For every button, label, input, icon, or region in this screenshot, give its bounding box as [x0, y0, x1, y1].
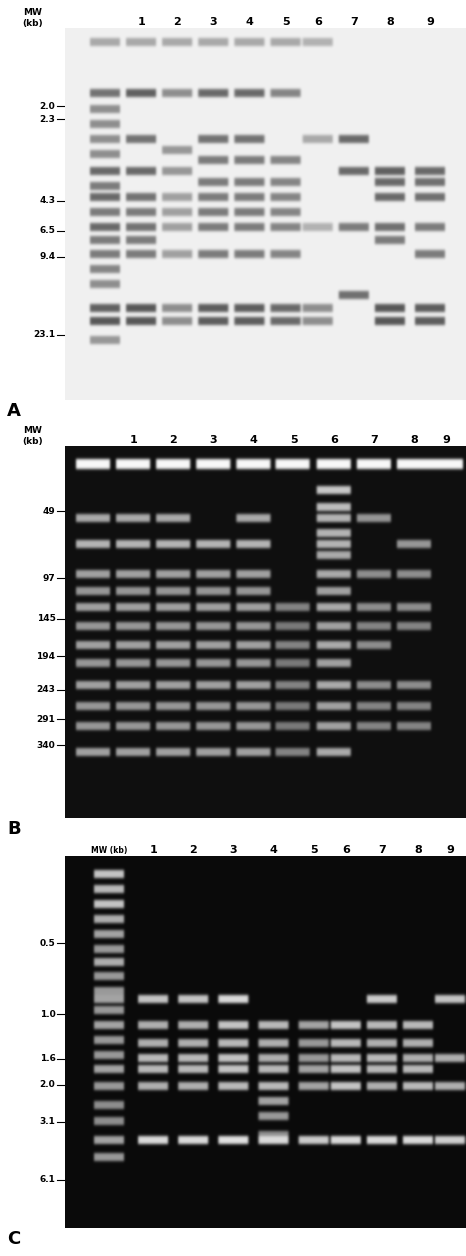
- Text: 8: 8: [414, 845, 422, 855]
- Text: 6: 6: [314, 18, 322, 26]
- Text: 0.5: 0.5: [40, 939, 55, 948]
- Text: 1.0: 1.0: [40, 1010, 55, 1019]
- Text: 6.1: 6.1: [40, 1176, 55, 1184]
- Text: 3.1: 3.1: [40, 1118, 55, 1127]
- Text: MW (kb): MW (kb): [91, 845, 128, 854]
- Text: 3: 3: [230, 845, 237, 855]
- Text: C: C: [7, 1230, 21, 1248]
- Text: 9: 9: [426, 18, 434, 26]
- Text: 2: 2: [190, 845, 198, 855]
- Text: 3: 3: [210, 18, 217, 26]
- Text: 5: 5: [282, 18, 289, 26]
- Text: 2.0: 2.0: [40, 1080, 55, 1089]
- Text: 291: 291: [36, 715, 55, 723]
- Text: 1: 1: [150, 845, 158, 855]
- Text: 194: 194: [36, 652, 55, 661]
- Text: 4: 4: [250, 435, 258, 445]
- Text: 1: 1: [137, 18, 145, 26]
- Text: MW
(kb): MW (kb): [22, 9, 43, 28]
- Text: 2: 2: [173, 18, 181, 26]
- Text: 7: 7: [370, 435, 378, 445]
- Text: 6: 6: [330, 435, 338, 445]
- Text: 7: 7: [378, 845, 386, 855]
- Text: 6.5: 6.5: [40, 226, 55, 235]
- Text: 4: 4: [270, 845, 278, 855]
- Text: 6: 6: [342, 845, 350, 855]
- Text: 5: 5: [290, 435, 297, 445]
- Text: 97: 97: [43, 574, 55, 583]
- Text: 9: 9: [446, 845, 454, 855]
- Text: 7: 7: [350, 18, 358, 26]
- Text: 8: 8: [386, 18, 394, 26]
- Text: 3: 3: [210, 435, 217, 445]
- Text: 2.3: 2.3: [40, 114, 55, 123]
- Text: 4.3: 4.3: [40, 196, 55, 206]
- Text: 49: 49: [43, 506, 55, 516]
- Text: 9.4: 9.4: [39, 252, 55, 261]
- Text: B: B: [7, 820, 21, 838]
- Text: 1.6: 1.6: [40, 1054, 55, 1064]
- Text: 243: 243: [36, 686, 55, 695]
- Text: 23.1: 23.1: [34, 330, 55, 339]
- Text: 2.0: 2.0: [40, 102, 55, 111]
- Text: 9: 9: [442, 435, 450, 445]
- Text: 4: 4: [246, 18, 254, 26]
- Text: 340: 340: [37, 741, 55, 750]
- Text: 2: 2: [170, 435, 178, 445]
- Text: 145: 145: [36, 614, 55, 623]
- Text: A: A: [7, 402, 21, 420]
- Text: MW
(kb): MW (kb): [22, 426, 43, 446]
- Text: 8: 8: [410, 435, 418, 445]
- Text: 1: 1: [130, 435, 137, 445]
- Text: 5: 5: [310, 845, 317, 855]
